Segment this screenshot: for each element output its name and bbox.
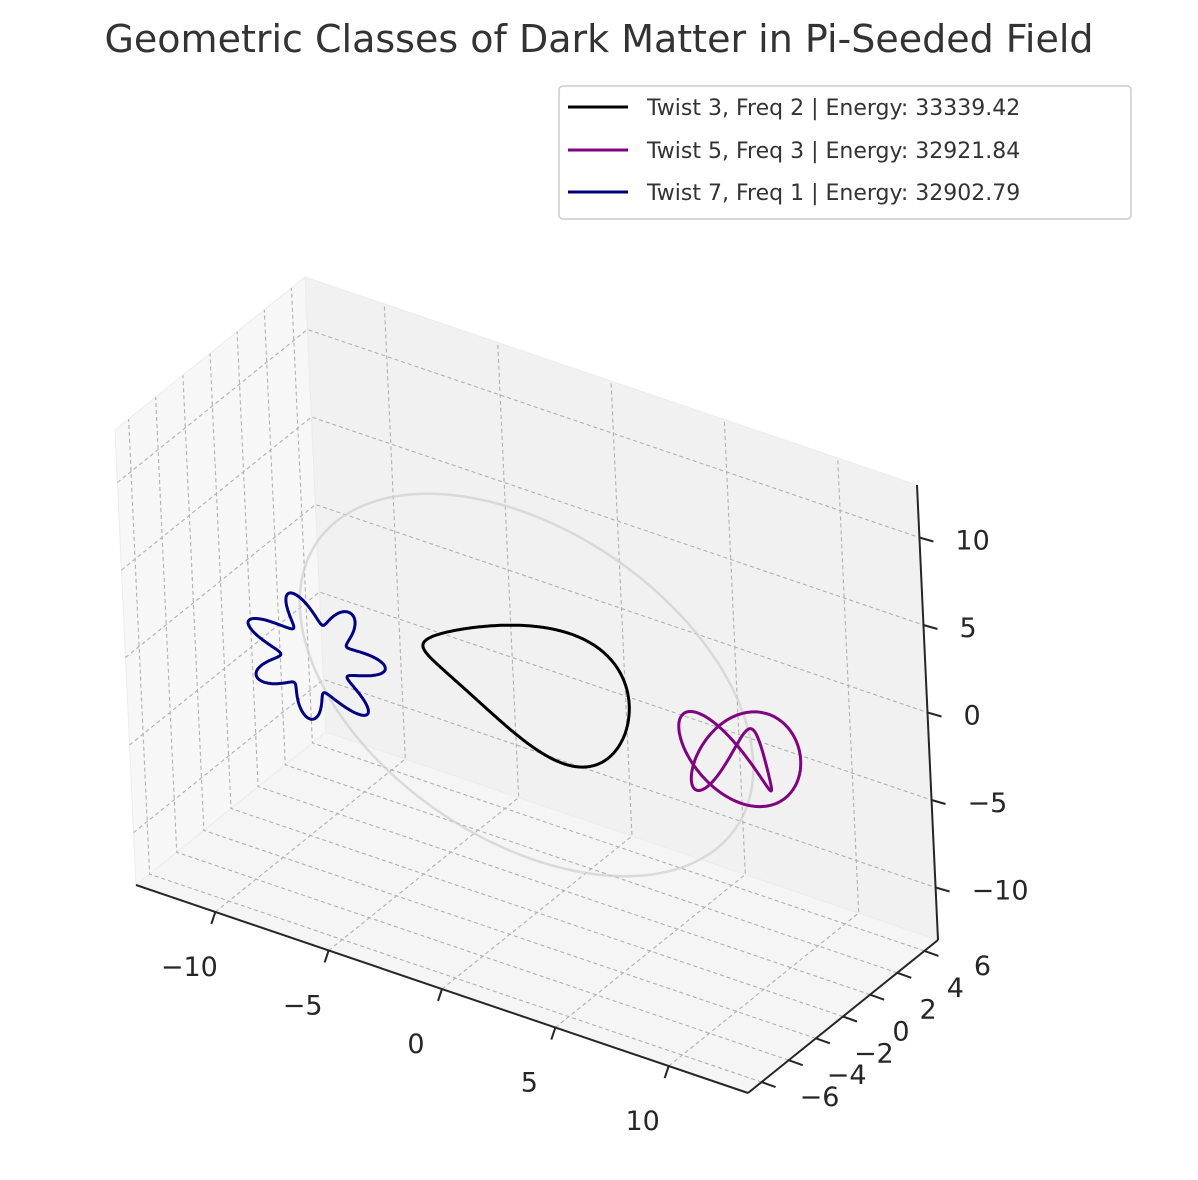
y-tick-label: −6 — [800, 1082, 840, 1113]
x-tick-label: −10 — [161, 952, 218, 983]
grid-line-z — [133, 678, 936, 889]
legend-label-2: Twist 5, Freq 3 | Energy: 32921.84 — [646, 139, 1020, 164]
z-tick-mark — [931, 799, 946, 805]
y-tick-mark — [924, 949, 939, 957]
grid-line-x — [328, 342, 520, 951]
axis-panes — [114, 275, 940, 1094]
z-tick-mark — [927, 711, 942, 718]
background-ring — [298, 492, 755, 878]
y-tick-label: 6 — [974, 951, 991, 982]
legend-label-3: Twist 7, Freq 1 | Energy: 32902.79 — [646, 181, 1020, 206]
series-curves — [246, 591, 803, 809]
legend-label-1: Twist 3, Freq 2 | Energy: 33339.42 — [646, 96, 1020, 121]
grid-line-z — [129, 591, 932, 801]
series-twist-7 — [246, 591, 387, 721]
y-tick-label: 0 — [892, 1017, 909, 1048]
x-tick-label: 5 — [521, 1068, 538, 1099]
grid-line-y — [128, 419, 762, 1083]
z-tick-label: 5 — [959, 613, 976, 644]
grid-line-z — [121, 416, 924, 626]
x-tick-mark — [550, 1027, 557, 1040]
y-tick-mark — [842, 1015, 858, 1023]
grid-line-y — [182, 375, 817, 1039]
grid-line-z — [117, 328, 920, 539]
grid-line-x — [668, 457, 860, 1067]
y-tick-mark — [788, 1059, 804, 1067]
x-tick-mark — [663, 1065, 670, 1079]
z-tick-label: −10 — [972, 876, 1029, 907]
grid-line-y — [263, 309, 898, 974]
grid-line-y — [155, 397, 789, 1061]
y-tick-mark — [869, 993, 885, 1001]
x-tick-label: 0 — [407, 1029, 424, 1060]
grid-line-x — [441, 380, 633, 990]
y-tick-label: −4 — [827, 1060, 867, 1091]
grid-line-y — [209, 353, 844, 1018]
y-tick-mark — [761, 1081, 776, 1089]
z-tick-mark — [919, 536, 934, 543]
y-tick-label: 2 — [920, 995, 937, 1026]
x-tick-label: 10 — [625, 1106, 659, 1137]
y-tick-mark — [815, 1037, 831, 1045]
z-tick-mark — [923, 624, 938, 630]
y-tick-label: 4 — [947, 973, 964, 1004]
x-tick-label: −5 — [283, 990, 323, 1021]
z-tick-label: −5 — [968, 788, 1008, 819]
x-tick-mark — [323, 950, 330, 963]
grid-line-z — [125, 503, 928, 714]
series-twist-3 — [421, 623, 631, 769]
z-tick-label: 0 — [964, 701, 981, 732]
grid-line-y — [236, 331, 871, 996]
grid-lines — [117, 287, 936, 1083]
series-twist-5 — [677, 710, 803, 809]
y-tick-label: −2 — [854, 1038, 894, 1069]
legend-box — [558, 85, 1132, 220]
z-tick-label: 10 — [955, 526, 989, 557]
grid-line-x — [554, 419, 746, 1028]
legend: Twist 3, Freq 2 | Energy: 33339.42 Twist… — [558, 85, 1132, 220]
x-tick-mark — [437, 988, 443, 1002]
z-tick-mark — [935, 886, 950, 893]
x-tick-mark — [210, 911, 217, 925]
grid-line-x — [214, 303, 406, 913]
grid-line-y — [290, 287, 925, 952]
y-tick-mark — [896, 971, 912, 979]
ring-curve — [298, 492, 755, 878]
chart-title: Geometric Classes of Dark Matter in Pi-S… — [104, 17, 1093, 61]
